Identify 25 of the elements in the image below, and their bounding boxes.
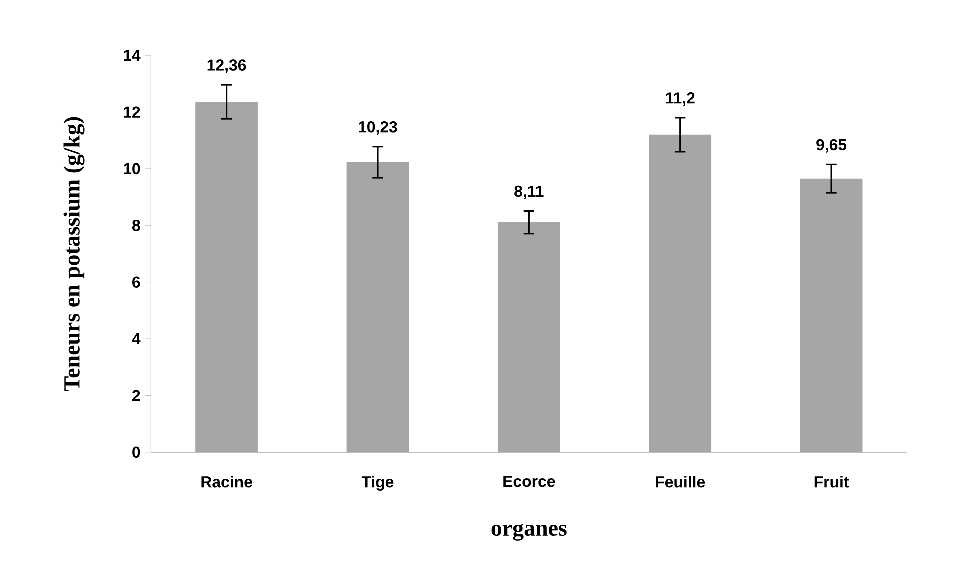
x-tick-label: Fruit [814,476,850,488]
data-label: 10,23 [359,121,398,136]
x-axis-title: organes [492,524,567,541]
data-label: 9,65 [816,139,847,153]
x-tick-label: Tige [362,476,394,491]
x-tick-label: Racine [202,476,252,488]
y-tick-label: 6 [132,276,140,288]
y-tick-label: 12 [124,106,140,118]
bar [196,102,258,452]
y-tick-label: 14 [124,50,141,62]
y-tick-label: 4 [132,334,141,345]
x-tick-label: Ecorce [504,476,556,488]
y-tick-label: 0 [132,446,140,458]
y-tick-label: 10 [124,163,140,175]
bar [498,222,560,452]
y-tick-label: 2 [132,390,140,402]
bar [346,162,410,452]
data-label: 8,11 [514,186,544,200]
x-tick-label: Feuille [656,476,706,488]
data-label: 12,36 [208,60,246,74]
data-label: 11,2 [666,92,695,106]
y-tick-label: 8 [132,220,140,232]
bar [649,134,712,452]
bar [800,178,863,452]
y-axis-title: Teneurs en potassium (g/kg) [64,117,85,392]
